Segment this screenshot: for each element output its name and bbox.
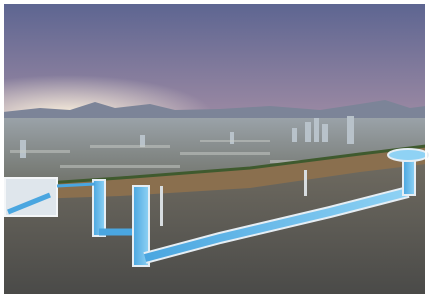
inlet-pipe — [57, 184, 95, 186]
illustration — [0, 0, 429, 298]
pipe — [160, 186, 163, 226]
pipe — [304, 170, 307, 196]
shaft-1 — [93, 180, 105, 236]
outlet-pool — [388, 149, 428, 161]
picture — [3, 3, 428, 295]
